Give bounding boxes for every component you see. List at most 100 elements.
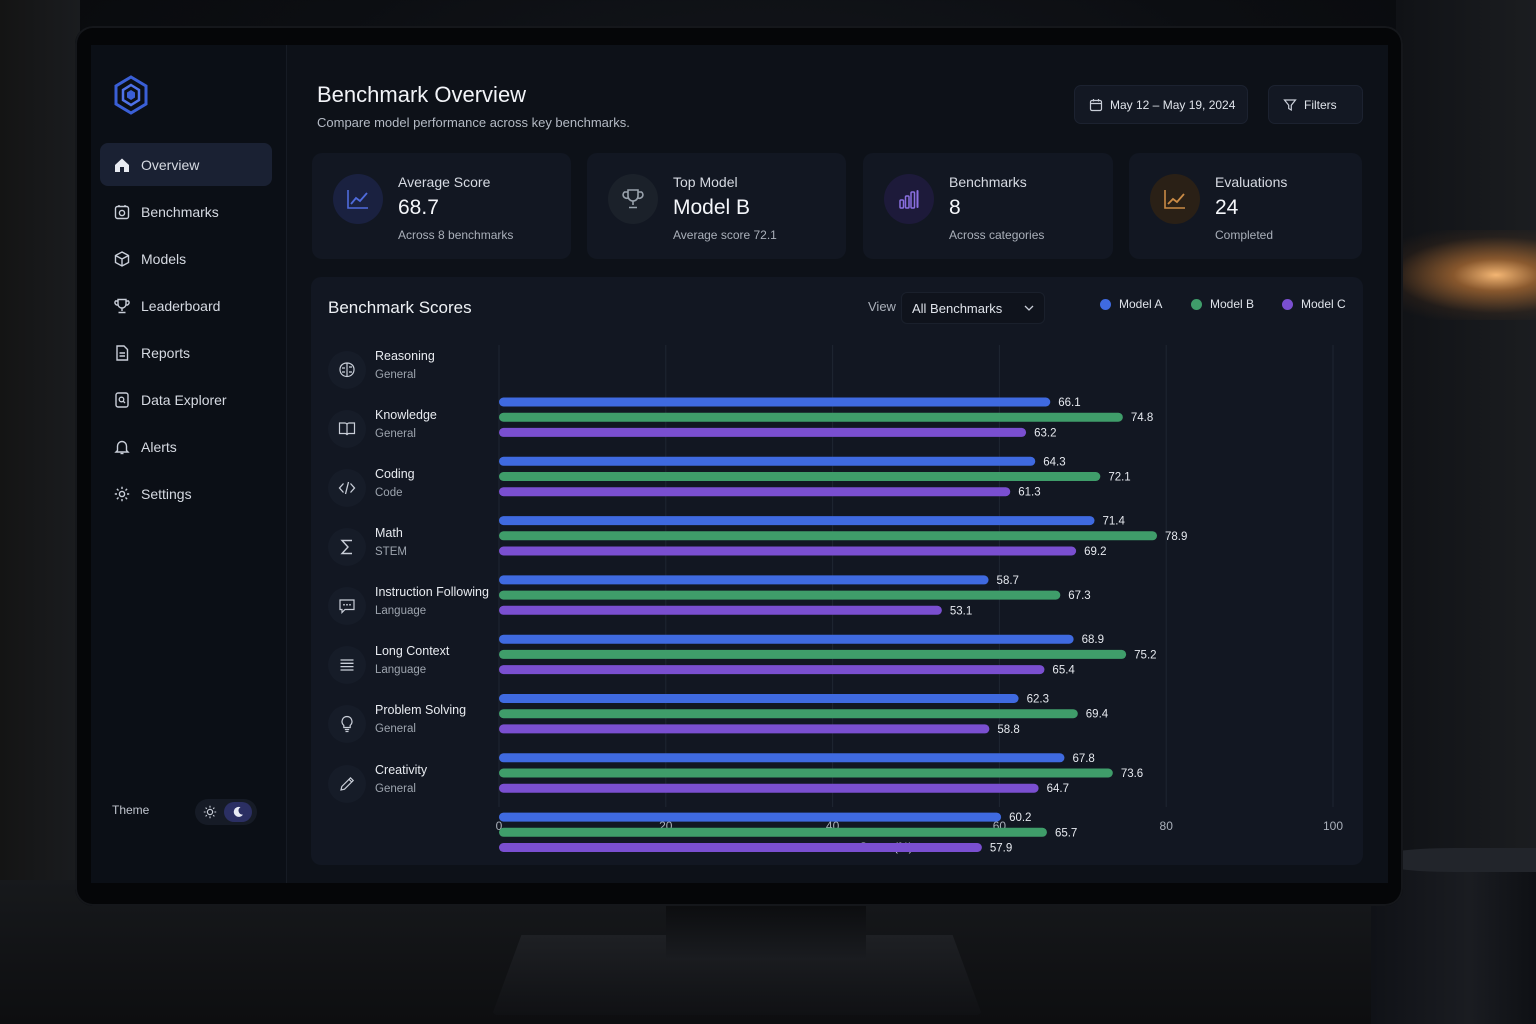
- filters-label: Filters: [1304, 97, 1337, 112]
- bar: [499, 634, 1074, 644]
- category-name: Problem Solving: [375, 703, 467, 717]
- bar-value-label: 63.2: [1034, 427, 1056, 439]
- bar-value-label: 69.4: [1086, 709, 1109, 721]
- bar-value-label: 64.7: [1047, 783, 1069, 795]
- monitor-stand-neck: [666, 900, 866, 960]
- x-tick-label: 80: [1160, 819, 1174, 833]
- logo-icon[interactable]: [113, 75, 149, 115]
- bar-value-label: 53.1: [950, 605, 972, 617]
- stat-note: Across categories: [949, 228, 1045, 242]
- moon-icon[interactable]: [224, 802, 252, 822]
- legend-item-model-c[interactable]: Model C: [1282, 297, 1346, 311]
- bar-value-label: 65.7: [1055, 827, 1077, 839]
- sidebar-item-settings[interactable]: Settings: [100, 472, 272, 515]
- bar-value-label: 66.1: [1058, 397, 1080, 409]
- chevron-down-icon: [1024, 305, 1034, 311]
- sidebar-item-models[interactable]: Models: [100, 237, 272, 280]
- bar-value-label: 62.3: [1027, 694, 1049, 706]
- category-reasoning: Reasoning General: [328, 347, 498, 391]
- bar: [499, 487, 1011, 497]
- filters-button[interactable]: Filters: [1268, 85, 1363, 124]
- legend-swatch: [1282, 298, 1293, 310]
- category-name: Long Context: [375, 644, 450, 658]
- pencil-icon: [328, 765, 366, 803]
- stat-label: Average Score: [398, 174, 491, 190]
- bar: [499, 516, 1095, 526]
- view-select[interactable]: All Benchmarks: [901, 292, 1045, 324]
- legend-item-model-b[interactable]: Model B: [1191, 297, 1254, 311]
- report-icon: [113, 344, 131, 362]
- bar: [499, 472, 1101, 481]
- book-icon: [328, 410, 366, 448]
- sigma-icon: [328, 528, 366, 566]
- category-knowledge: Knowledge General: [328, 406, 498, 450]
- sidebar-item-alerts[interactable]: Alerts: [100, 425, 272, 468]
- stat-value: Model B: [673, 196, 751, 219]
- home-icon: [113, 156, 131, 174]
- stat-label: Evaluations: [1215, 174, 1288, 190]
- legend-item-model-a[interactable]: Model A: [1100, 297, 1162, 311]
- benchmark-icon: [113, 203, 131, 221]
- page-title: Benchmark Overview: [317, 82, 527, 107]
- legend-swatch: [1100, 298, 1111, 310]
- category-type: General: [375, 723, 416, 735]
- sidebar-item-label: Overview: [141, 156, 200, 173]
- category-type: General: [375, 369, 416, 381]
- app-screen: Overview Benchmarks Models Leaderboard R…: [91, 45, 1388, 883]
- sidebar-item-data-explorer[interactable]: Data Explorer: [100, 378, 272, 421]
- bar-value-label: 73.6: [1121, 768, 1143, 780]
- list-icon: [328, 646, 366, 684]
- data-explorer-icon: [113, 391, 131, 409]
- bar-value-label: 57.9: [990, 843, 1012, 855]
- stat-value: 24: [1215, 196, 1239, 219]
- cube-icon: [113, 250, 131, 268]
- x-tick-label: 0: [496, 819, 503, 833]
- benchmark-bar-chart: 020406080100Score (%)66.174.863.264.372.…: [496, 345, 1343, 855]
- stat-label: Top Model: [673, 174, 738, 190]
- category-type: STEM: [375, 546, 407, 558]
- bar: [499, 783, 1039, 793]
- trend-icon: [1150, 174, 1200, 224]
- category-type: General: [375, 783, 416, 795]
- sidebar-item-label: Models: [141, 250, 187, 267]
- bar-value-label: 75.2: [1134, 649, 1156, 661]
- bar: [499, 649, 1127, 659]
- bar-value-label: 68.9: [1082, 634, 1104, 646]
- sidebar-item-leaderboard[interactable]: Leaderboard: [100, 284, 272, 327]
- bar-value-label: 72.1: [1108, 472, 1130, 484]
- stat-note: Completed: [1215, 228, 1274, 242]
- bar: [499, 768, 1113, 778]
- stat-value: 8: [949, 196, 961, 219]
- category-name: Knowledge: [375, 408, 437, 422]
- view-select-value: All Benchmarks: [912, 300, 1003, 316]
- category-name: Coding: [375, 467, 415, 481]
- date-range-button[interactable]: May 12 – May 19, 2024: [1074, 85, 1248, 124]
- stat-label: Benchmarks: [949, 174, 1027, 190]
- bar-chart-icon: [884, 174, 934, 224]
- category-name: Math: [375, 526, 403, 540]
- bar: [499, 665, 1045, 675]
- legend-swatch: [1191, 298, 1202, 310]
- bar: [499, 456, 1036, 466]
- sidebar-item-label: Leaderboard: [141, 297, 221, 314]
- sidebar-item-benchmarks[interactable]: Benchmarks: [100, 190, 272, 233]
- bar: [499, 590, 1061, 600]
- sidebar-item-label: Reports: [141, 344, 191, 361]
- category-type: Code: [375, 487, 403, 499]
- theme-toggle[interactable]: [195, 799, 257, 825]
- category-long-context: Long Context Language: [328, 642, 498, 686]
- sidebar-item-label: Data Explorer: [141, 391, 227, 408]
- bar: [499, 575, 989, 585]
- category-name: Creativity: [375, 763, 428, 777]
- bar-value-label: 58.7: [997, 575, 1019, 587]
- bar-value-label: 64.3: [1043, 456, 1065, 468]
- lightbulb-icon: [328, 705, 366, 743]
- sun-icon[interactable]: [198, 800, 222, 824]
- bar-value-label: 74.8: [1131, 412, 1153, 424]
- trophy-icon: [113, 297, 131, 315]
- sidebar-item-overview[interactable]: Overview: [100, 143, 272, 186]
- bar-value-label: 58.8: [997, 724, 1019, 736]
- category-creativity: Creativity General: [328, 761, 498, 805]
- bar-value-label: 67.3: [1068, 590, 1090, 602]
- sidebar-item-reports[interactable]: Reports: [100, 331, 272, 374]
